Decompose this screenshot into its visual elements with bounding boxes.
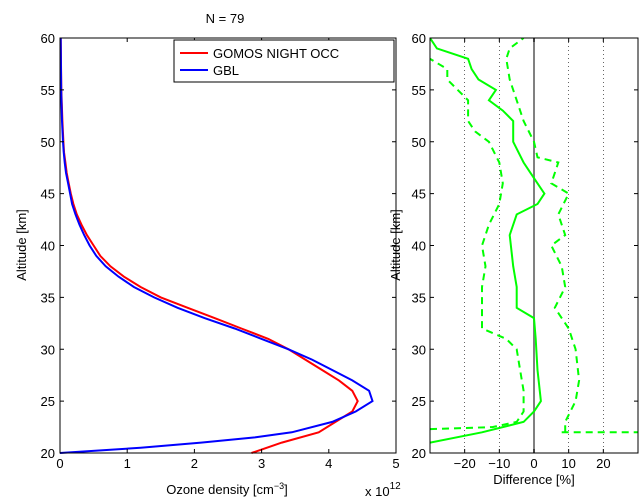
y-tick-label: 50 [412, 135, 426, 150]
y-tick-label: 30 [41, 342, 55, 357]
x-tick-label: 0 [530, 456, 537, 471]
y-tick-label: 40 [412, 239, 426, 254]
y-tick-label: 40 [41, 239, 55, 254]
y-tick-label: 35 [41, 290, 55, 305]
x-tick-label: −10 [488, 456, 510, 471]
x-tick-label: −20 [454, 456, 476, 471]
std-dev-line [505, 38, 581, 433]
plot-area-left [60, 38, 396, 453]
y-tick-label: 25 [412, 394, 426, 409]
difference-panel: −20 −10 0 10 20 20 25 30 35 40 45 50 55 60 Difference … [388, 31, 639, 487]
y-axis-label: Altitude [km] [388, 209, 403, 281]
std-dev-line [430, 57, 525, 431]
y-tick-label: 25 [41, 394, 55, 409]
y-tick-label: 60 [412, 31, 426, 46]
y-tick-label: 35 [412, 290, 426, 305]
chart-title: N = 79 [206, 11, 245, 26]
y-tick-label: 50 [41, 135, 55, 150]
x-tick-label: 0 [56, 456, 63, 471]
y-tick-label: 45 [412, 187, 426, 202]
series-line-gbl [59, 37, 374, 454]
legend-box [173, 39, 395, 83]
y-tick-label: 20 [412, 446, 426, 461]
legend-entry: GOMOS NIGHT OCC [213, 46, 339, 61]
mean-difference-line [430, 38, 546, 444]
x-tick-label: 3 [258, 456, 265, 471]
x-axis-label: Difference [%] [493, 472, 574, 487]
y-tick-label: 60 [41, 31, 55, 46]
x-tick-label: 1 [124, 456, 131, 471]
x-axis-multiplier: x 1012 [365, 481, 401, 498]
y-tick-label: 55 [412, 83, 426, 98]
x-tick-label: 2 [191, 456, 198, 471]
y-axis-label: Altitude [km] [14, 209, 29, 281]
y-tick-label: 20 [41, 446, 55, 461]
difference-series [430, 38, 638, 444]
x-tick-label: 4 [325, 456, 332, 471]
legend-entry: GBL [213, 63, 239, 78]
x-tick-label: 20 [596, 456, 610, 471]
y-tick-label: 55 [41, 83, 55, 98]
y-tick-label: 45 [41, 187, 55, 202]
y-tick-label: 30 [412, 342, 426, 357]
x-tick-label: 10 [561, 456, 575, 471]
x-axis-label: Ozone density [cm−3] [166, 481, 288, 497]
x-tick-label: 5 [392, 456, 399, 471]
